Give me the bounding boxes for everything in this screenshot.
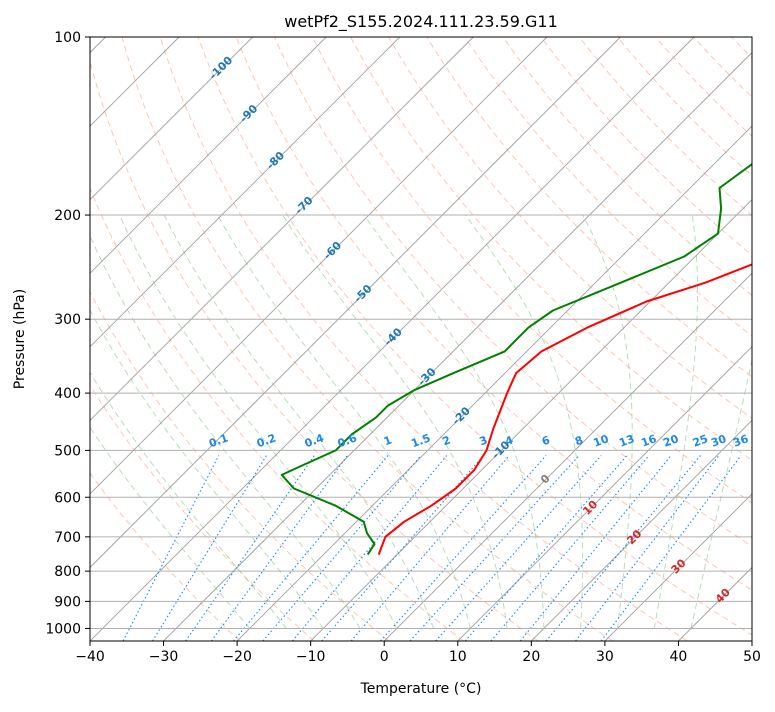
x-tick-label: −10	[296, 649, 326, 665]
x-tick-label: 50	[743, 649, 761, 665]
y-tick-label: 1000	[45, 621, 81, 637]
x-tick-label: 40	[670, 649, 688, 665]
x-tick-label: −20	[222, 649, 252, 665]
y-tick-label: 900	[54, 594, 81, 610]
y-tick-label: 200	[54, 208, 81, 224]
y-tick-label: 600	[54, 490, 81, 506]
y-tick-label: 500	[54, 443, 81, 459]
x-tick-label: −30	[149, 649, 179, 665]
x-axis-label: Temperature (°C)	[360, 681, 482, 697]
y-tick-label: 800	[54, 564, 81, 580]
y-tick-label: 400	[54, 386, 81, 402]
y-tick-label: 100	[54, 30, 81, 46]
chart-title: wetPf2_S155.2024.111.23.59.G11	[284, 12, 558, 32]
y-axis-label: Pressure (hPa)	[12, 289, 28, 389]
x-tick-label: 20	[522, 649, 540, 665]
y-tick-label: 700	[54, 530, 81, 546]
y-tick-label: 300	[54, 312, 81, 328]
x-tick-label: 10	[449, 649, 467, 665]
x-tick-label: 30	[596, 649, 614, 665]
x-tick-label: 0	[380, 649, 389, 665]
x-tick-label: −40	[75, 649, 105, 665]
